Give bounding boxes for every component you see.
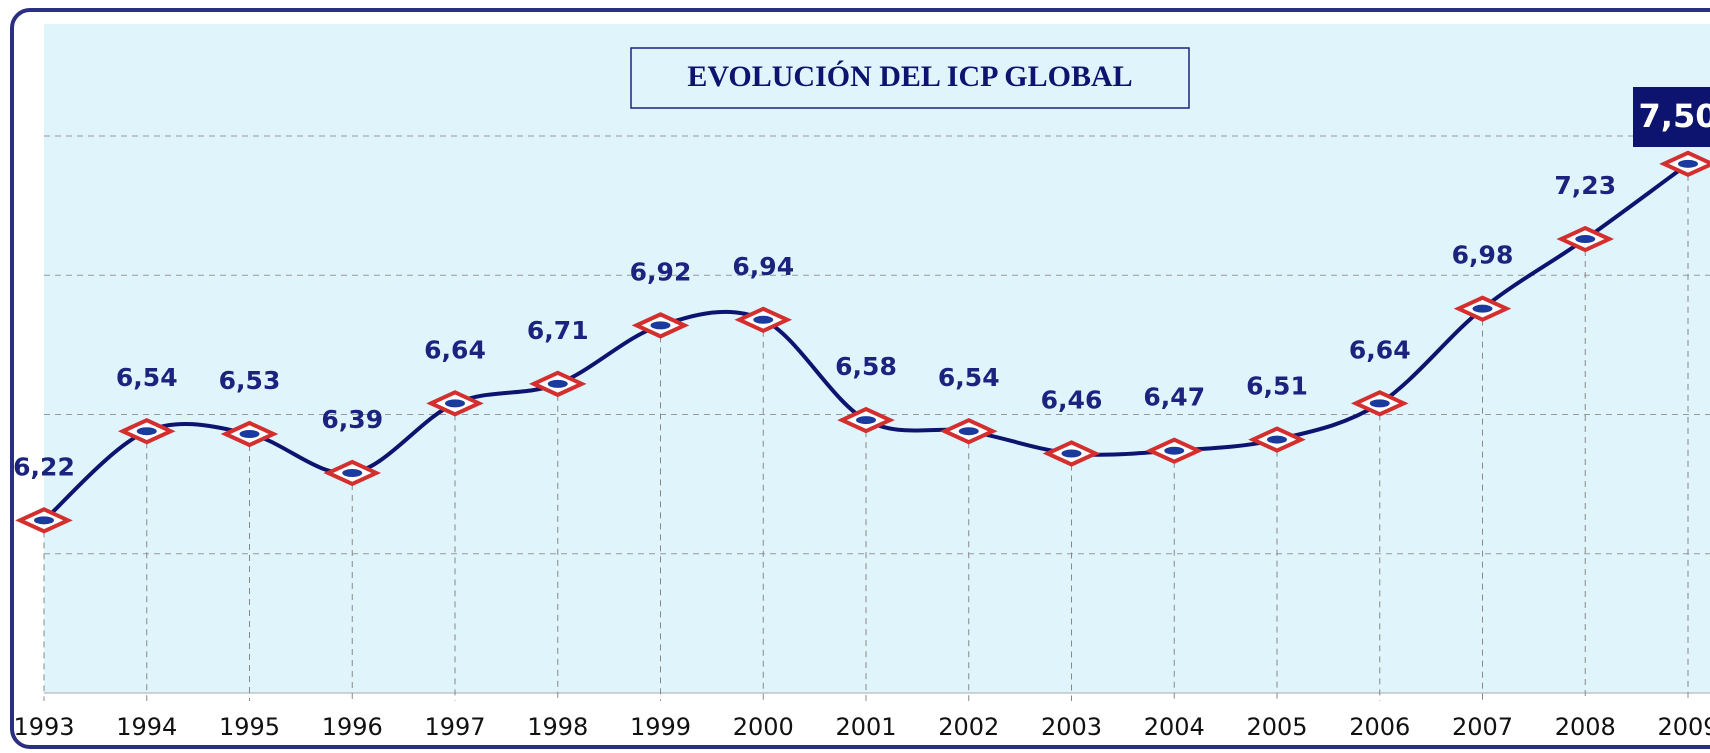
x-tick-label: 2005 [1246, 713, 1307, 741]
marker-core [1472, 304, 1493, 313]
x-tick-label: 1993 [13, 713, 74, 741]
data-label: 6,47 [1143, 383, 1205, 412]
marker-core [547, 379, 568, 388]
chart-title: EVOLUCIÓN DEL ICP GLOBAL [687, 60, 1132, 93]
data-label: 6,51 [1246, 372, 1308, 401]
marker-core [1369, 399, 1390, 408]
data-label: 6,98 [1452, 241, 1514, 270]
x-tick-label: 2008 [1555, 713, 1616, 741]
marker-core [1267, 435, 1287, 444]
x-tick-label: 2006 [1349, 713, 1410, 741]
x-tick-label: 2001 [835, 713, 896, 741]
data-label: 6,53 [219, 366, 281, 395]
data-label: 7,23 [1554, 171, 1616, 200]
data-label: 6,54 [938, 363, 1000, 392]
marker-core [239, 429, 260, 438]
marker-core [34, 516, 54, 525]
data-label: 6,58 [835, 352, 897, 381]
marker-core [1061, 449, 1082, 458]
marker-core [958, 427, 979, 436]
x-tick-label: 1995 [219, 713, 280, 741]
marker-core [445, 399, 465, 408]
data-label: 6,92 [630, 257, 692, 286]
data-label: 7,50 [1639, 97, 1710, 135]
data-label: 6,64 [424, 335, 486, 364]
data-label: 6,22 [13, 452, 75, 481]
data-label: 6,54 [116, 363, 178, 392]
x-tick-label: 1994 [116, 713, 177, 741]
data-label: 6,71 [527, 316, 589, 345]
data-label: 6,39 [321, 405, 383, 434]
x-tick-label: 1997 [424, 713, 485, 741]
marker-core [1164, 446, 1185, 455]
data-label: 6,94 [732, 252, 794, 281]
marker-core [136, 427, 157, 436]
marker-core [650, 321, 671, 330]
marker-core [856, 416, 876, 425]
marker-core [753, 315, 774, 324]
data-label: 6,64 [1349, 335, 1411, 364]
data-label: 6,46 [1041, 385, 1103, 414]
x-tick-label: 1999 [630, 713, 691, 741]
x-tick-label: 1998 [527, 713, 588, 741]
x-tick-label: 2007 [1452, 713, 1513, 741]
x-tick-label: 2002 [938, 713, 999, 741]
x-tick-label: 2004 [1144, 713, 1205, 741]
title-box [630, 47, 1190, 109]
highlight-box [1633, 87, 1710, 147]
x-tick-label: 2009 [1657, 713, 1710, 741]
marker-core [342, 468, 363, 477]
marker-core [1575, 235, 1596, 244]
x-tick-label: 2003 [1041, 713, 1102, 741]
x-tick-label: 1996 [322, 713, 383, 741]
x-tick-label: 2000 [733, 713, 794, 741]
marker-core [1678, 159, 1698, 168]
